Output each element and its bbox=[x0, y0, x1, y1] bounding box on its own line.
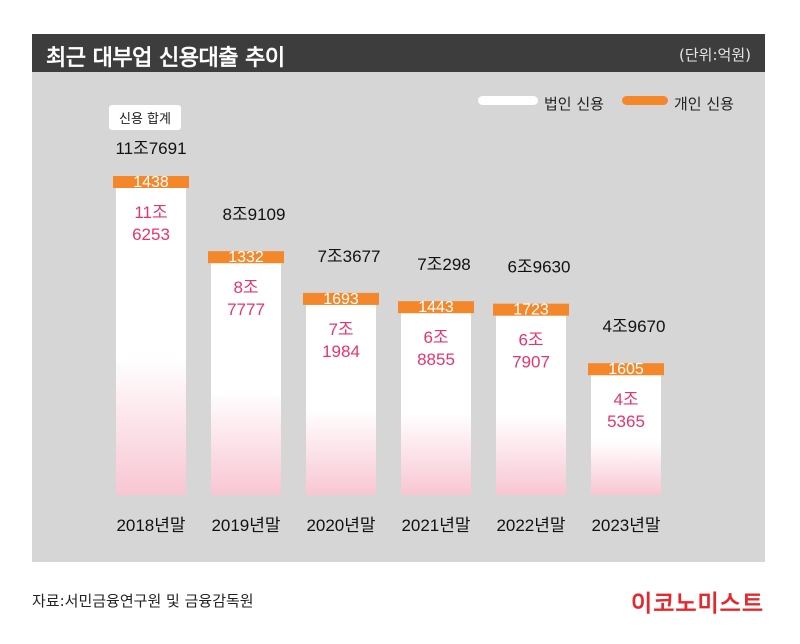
label-corporate-line1-1: 8조 bbox=[233, 278, 258, 297]
bar-individual-0 bbox=[113, 176, 189, 188]
brand-logo: 이코노미스트 bbox=[631, 591, 764, 617]
label-total-4: 6조9630 bbox=[508, 258, 571, 277]
label-total-0: 11조7691 bbox=[115, 139, 186, 158]
unit-label: (단위:억원) bbox=[679, 46, 751, 64]
label-corporate-line2-4: 7907 bbox=[512, 353, 550, 372]
label-individual-1: 1332 bbox=[228, 249, 264, 266]
label-individual-5: 1605 bbox=[608, 361, 644, 378]
label-corporate-line2-5: 5365 bbox=[607, 412, 645, 431]
legend-label-individual: 개인 신용 bbox=[674, 95, 734, 113]
bar-individual-5 bbox=[588, 363, 664, 376]
chart-header: 최근 대부업 신용대출 추이 (단위:억원) bbox=[32, 34, 765, 72]
label-total-5: 4조9670 bbox=[603, 317, 666, 336]
bar-corporate-2 bbox=[306, 304, 376, 495]
category-label-4: 2022년말 bbox=[496, 516, 565, 535]
label-corporate-line2-1: 7777 bbox=[227, 300, 265, 319]
source-note: 자료:서민금융연구원 및 금융감독원 bbox=[32, 592, 254, 610]
bar-corporate-0 bbox=[116, 188, 186, 495]
label-individual-0: 1438 bbox=[133, 174, 169, 191]
legend-swatch-individual bbox=[622, 96, 668, 105]
bar-individual-2 bbox=[303, 292, 379, 305]
bar-corporate-5 bbox=[591, 375, 661, 495]
label-corporate-line2-2: 1984 bbox=[322, 342, 360, 361]
label-total-2: 7조3677 bbox=[318, 247, 381, 266]
category-label-5: 2023년말 bbox=[591, 516, 660, 535]
category-label-0: 2018년말 bbox=[116, 516, 185, 535]
total-badge: 신용 합계 bbox=[109, 105, 181, 130]
label-individual-3: 1443 bbox=[418, 299, 454, 316]
label-total-3: 7조298 bbox=[417, 255, 470, 274]
category-label-2: 2020년말 bbox=[306, 516, 375, 535]
label-corporate-line2-3: 8855 bbox=[417, 350, 455, 369]
label-corporate-line2-0: 6253 bbox=[132, 225, 170, 244]
label-individual-2: 1693 bbox=[323, 291, 359, 308]
label-corporate-line1-0: 11조 bbox=[134, 203, 167, 222]
label-corporate-line1-5: 4조 bbox=[613, 390, 638, 409]
label-corporate-line1-2: 7조 bbox=[328, 320, 353, 339]
legend-swatch-corporate bbox=[478, 96, 538, 105]
bar-corporate-1 bbox=[211, 263, 281, 495]
bar-individual-4 bbox=[493, 303, 569, 316]
category-label-1: 2019년말 bbox=[211, 516, 280, 535]
label-corporate-line1-3: 6조 bbox=[423, 328, 448, 347]
label-corporate-line1-4: 6조 bbox=[518, 331, 543, 350]
bar-corporate-3 bbox=[401, 313, 471, 495]
label-individual-4: 1723 bbox=[513, 302, 549, 319]
bar-corporate-4 bbox=[496, 315, 566, 495]
bar-individual-1 bbox=[208, 251, 284, 264]
category-label-3: 2021년말 bbox=[401, 516, 470, 535]
label-total-1: 8조9109 bbox=[223, 205, 286, 224]
bar-individual-3 bbox=[398, 301, 474, 314]
chart-title: 최근 대부업 신용대출 추이 bbox=[46, 46, 285, 71]
legend-label-corporate: 법인 신용 bbox=[544, 95, 604, 113]
